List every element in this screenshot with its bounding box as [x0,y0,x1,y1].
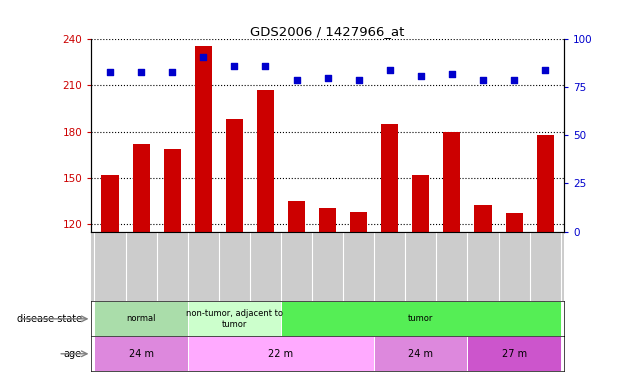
Bar [537,135,554,231]
Bar [505,213,523,231]
Bar [288,201,305,231]
Point [292,77,302,83]
Point [260,63,270,69]
Bar [164,148,181,231]
Bar [132,144,150,231]
Bar [467,336,561,371]
Bar [412,175,430,231]
Text: tumor: tumor [408,314,433,323]
Point [385,67,395,73]
Bar [474,206,491,231]
Point [447,71,457,77]
Point [540,67,550,73]
Bar [374,336,467,371]
Bar [381,124,398,231]
Bar [350,211,367,231]
Bar [257,90,274,231]
Point [105,69,115,75]
Point [509,77,519,83]
Point [136,69,146,75]
Bar [226,119,243,231]
Text: 24 m: 24 m [408,349,433,359]
Text: normal: normal [127,314,156,323]
Point [478,77,488,83]
Text: 24 m: 24 m [129,349,154,359]
Point [353,77,364,83]
Text: age: age [64,349,82,359]
Text: non-tumor, adjacent to
tumor: non-tumor, adjacent to tumor [186,309,283,328]
Bar [188,336,374,371]
Point [323,75,333,81]
Title: GDS2006 / 1427966_at: GDS2006 / 1427966_at [250,25,405,38]
Bar [94,302,188,336]
Text: 27 m: 27 m [501,349,527,359]
Text: disease state: disease state [17,314,82,324]
Point [198,54,209,60]
Bar [101,175,118,231]
Bar [281,302,561,336]
Bar [444,132,461,231]
Bar [188,302,281,336]
Bar [195,45,212,231]
Text: 22 m: 22 m [268,349,294,359]
Point [229,63,239,69]
Point [416,73,426,79]
Bar [319,209,336,231]
Point [167,69,177,75]
Bar [94,336,188,371]
